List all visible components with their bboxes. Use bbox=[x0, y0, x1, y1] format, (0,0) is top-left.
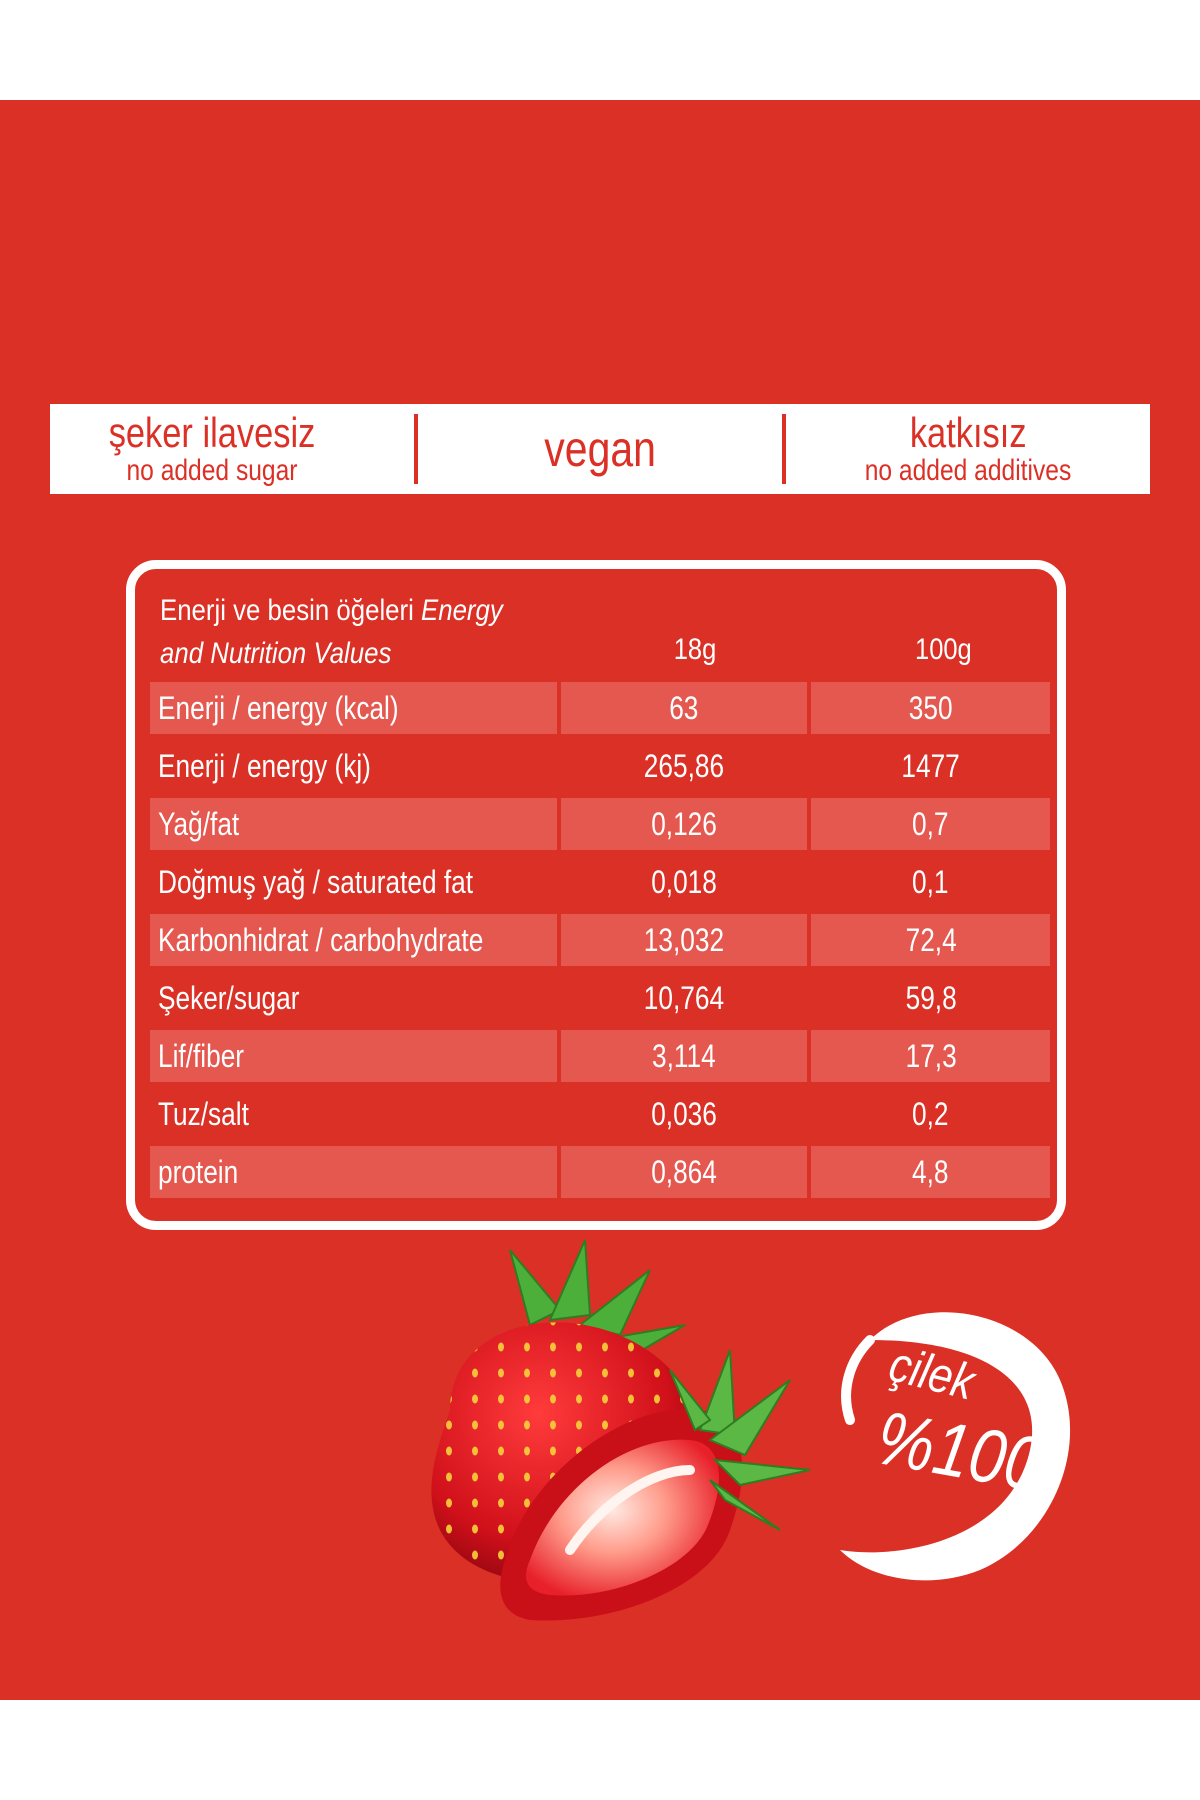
table-row: Doğmuş yağ / saturated fat 0,018 0,1 bbox=[150, 853, 1050, 911]
table-row: Lif/fiber 3,114 17,3 bbox=[150, 1027, 1050, 1085]
table-row: Enerji / energy (kj) 265,86 1477 bbox=[150, 737, 1050, 795]
badge-100-strawberry: çilek %100 bbox=[830, 1300, 1090, 1600]
claim-vegan: vegan bbox=[418, 424, 782, 474]
value-18g: 265,86 bbox=[561, 740, 807, 792]
cell-text: 0,1 bbox=[912, 864, 949, 900]
cell-text: protein bbox=[158, 1154, 239, 1190]
value-18g: 10,764 bbox=[561, 972, 807, 1024]
cell-text: 0,036 bbox=[651, 1096, 717, 1132]
cell-text: Karbonhidrat / carbohydrate bbox=[158, 922, 484, 958]
cell-text: 0,126 bbox=[651, 806, 717, 842]
value-18g: 13,032 bbox=[560, 914, 808, 966]
row-label: Enerji / energy (kcal) bbox=[150, 682, 557, 734]
value-100g: 0,1 bbox=[811, 856, 1050, 908]
value-100g: 72,4 bbox=[811, 914, 1050, 966]
cell-text: 72,4 bbox=[905, 922, 957, 958]
table-row: protein 0,864 4,8 bbox=[150, 1143, 1050, 1201]
nutrition-table: Enerji ve besin öğeleri Energy and Nutri… bbox=[126, 560, 1066, 1230]
row-label: Şeker/sugar bbox=[150, 972, 557, 1024]
table-header: Enerji ve besin öğeleri Energy and Nutri… bbox=[150, 581, 1050, 673]
claim-no-added-sugar: şeker ilavesiz no added sugar bbox=[50, 412, 414, 486]
cell-text: 350 bbox=[908, 690, 953, 726]
row-label: Tuz/salt bbox=[150, 1088, 557, 1140]
cell-text: Enerji / energy (kcal) bbox=[158, 690, 399, 726]
cell-text: 59,8 bbox=[905, 980, 957, 1016]
value-18g: 0,036 bbox=[561, 1088, 807, 1140]
cell-text: 1477 bbox=[901, 748, 960, 784]
divider bbox=[782, 414, 786, 484]
value-18g: 0,864 bbox=[560, 1146, 808, 1198]
cell-text: 265,86 bbox=[643, 748, 725, 784]
cell-text: Yağ/fat bbox=[158, 806, 240, 842]
row-label: Enerji / energy (kj) bbox=[150, 740, 557, 792]
value-100g: 17,3 bbox=[811, 1030, 1050, 1082]
table-title-en: Energy and Nutrition Values bbox=[160, 594, 503, 670]
column-header-100g: 100g bbox=[915, 633, 972, 666]
cell-text: Enerji / energy (kj) bbox=[158, 748, 371, 784]
table-row: Şeker/sugar 10,764 59,8 bbox=[150, 969, 1050, 1027]
cell-text: 3,114 bbox=[652, 1038, 716, 1074]
strawberry-illustration bbox=[431, 1239, 811, 1621]
cell-text: 0,7 bbox=[912, 806, 949, 842]
claim-sub: no added sugar bbox=[126, 454, 298, 487]
column-header-18g: 18g bbox=[673, 633, 717, 666]
value-100g: 350 bbox=[811, 682, 1050, 734]
heart-badge-icon bbox=[840, 1312, 1071, 1581]
row-label: Lif/fiber bbox=[150, 1030, 557, 1082]
table-row: Yağ/fat 0,126 0,7 bbox=[150, 795, 1050, 853]
table-rows: Enerji / energy (kcal) 63 350 Enerji / ener… bbox=[150, 679, 1050, 1201]
row-label: protein bbox=[150, 1146, 557, 1198]
claim-main: vegan bbox=[544, 421, 656, 477]
table-row: Tuz/salt 0,036 0,2 bbox=[150, 1085, 1050, 1143]
claim-main: katkısız bbox=[909, 409, 1027, 456]
value-18g: 63 bbox=[560, 682, 808, 734]
cell-text: Şeker/sugar bbox=[158, 980, 300, 1016]
table-title: Enerji ve besin öğeleri Energy and Nutri… bbox=[160, 589, 521, 675]
cell-text: 10,764 bbox=[643, 980, 725, 1016]
value-100g: 0,7 bbox=[811, 798, 1050, 850]
table-row: Enerji / energy (kcal) 63 350 bbox=[150, 679, 1050, 737]
claims-banner: şeker ilavesiz no added sugar vegan katk… bbox=[50, 404, 1150, 494]
cell-text: 0,018 bbox=[651, 864, 717, 900]
value-100g: 0,2 bbox=[811, 1088, 1050, 1140]
value-100g: 4,8 bbox=[811, 1146, 1050, 1198]
value-18g: 3,114 bbox=[560, 1030, 808, 1082]
value-100g: 59,8 bbox=[811, 972, 1050, 1024]
cell-text: 63 bbox=[669, 690, 699, 726]
cell-text: 0,864 bbox=[651, 1154, 717, 1190]
value-18g: 0,126 bbox=[560, 798, 808, 850]
value-18g: 0,018 bbox=[561, 856, 807, 908]
row-label: Yağ/fat bbox=[150, 798, 557, 850]
cell-text: Doğmuş yağ / saturated fat bbox=[158, 864, 474, 900]
divider bbox=[414, 414, 418, 484]
row-label: Doğmuş yağ / saturated fat bbox=[150, 856, 557, 908]
table-title-tr: Enerji ve besin öğeleri bbox=[160, 594, 422, 627]
row-label: Karbonhidrat / carbohydrate bbox=[150, 914, 557, 966]
cell-text: 0,2 bbox=[912, 1096, 949, 1132]
cell-text: 13,032 bbox=[643, 922, 725, 958]
table-row: Karbonhidrat / carbohydrate 13,032 72,4 bbox=[150, 911, 1050, 969]
cell-text: 4,8 bbox=[912, 1154, 949, 1190]
value-100g: 1477 bbox=[811, 740, 1050, 792]
claim-main: şeker ilavesiz bbox=[108, 409, 316, 456]
claim-no-additives: katkısız no added additives bbox=[786, 412, 1150, 486]
claim-sub: no added additives bbox=[864, 454, 1072, 487]
cell-text: 17,3 bbox=[905, 1038, 957, 1074]
cell-text: Lif/fiber bbox=[158, 1038, 245, 1074]
cell-text: Tuz/salt bbox=[158, 1096, 249, 1132]
